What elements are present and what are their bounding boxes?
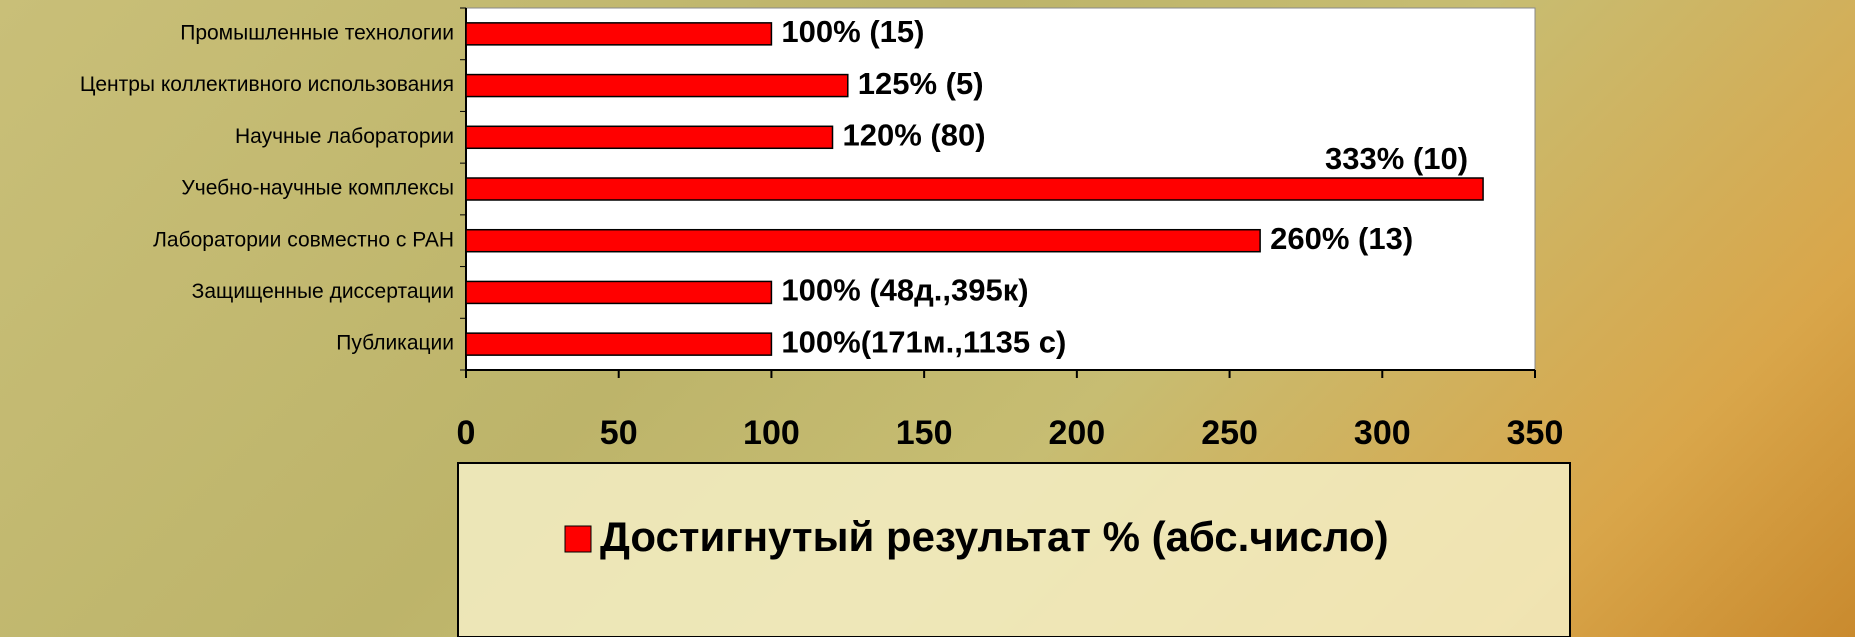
chart: 0 50 100 150 200 250 300 350 Промышленные технол…	[0, 0, 1855, 637]
value-label: 100% (48д.,395к)	[781, 273, 1028, 308]
bar	[466, 230, 1260, 252]
bar	[466, 75, 848, 97]
x-tick-label: 0	[457, 414, 476, 452]
category-label: Промышленные технологии	[180, 21, 454, 44]
category-label: Публикации	[336, 332, 454, 355]
value-label: 260% (13)	[1270, 221, 1413, 256]
bar	[466, 23, 771, 45]
x-tick-label: 200	[1048, 414, 1105, 452]
bar	[466, 178, 1483, 200]
category-label: Учебно-научные комплексы	[181, 177, 454, 200]
x-tick-label: 300	[1354, 414, 1411, 452]
category-label: Научные лаборатории	[235, 125, 454, 148]
bar	[466, 281, 771, 303]
legend-label: Достигнутый результат % (абс.число)	[600, 513, 1389, 560]
value-label: 100% (15)	[781, 14, 924, 49]
bar	[466, 333, 771, 355]
legend-swatch	[565, 526, 591, 552]
bar	[466, 126, 833, 148]
category-label: Лаборатории совместно с РАН	[153, 228, 454, 251]
category-label: Центры коллективного использования	[80, 73, 454, 96]
value-label: 100%(171м.,1135 с)	[781, 324, 1066, 359]
x-tick-label: 150	[896, 414, 953, 452]
x-tick-label: 250	[1201, 414, 1258, 452]
x-tick-label: 100	[743, 414, 800, 452]
value-label: 125% (5)	[858, 66, 984, 101]
category-label: Защищенные диссертации	[192, 280, 454, 303]
x-tick-label: 50	[600, 414, 638, 452]
value-label: 333% (10)	[1325, 141, 1468, 176]
x-tick-label: 350	[1507, 414, 1564, 452]
value-label: 120% (80)	[843, 117, 986, 152]
